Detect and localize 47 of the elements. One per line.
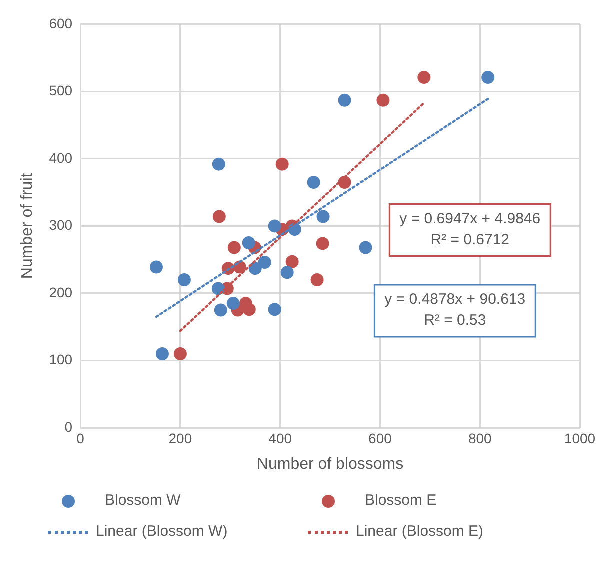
point xyxy=(286,255,299,268)
annotation: y = 0.6947x + 4.9846 R² = 0.6712 xyxy=(400,210,541,248)
point xyxy=(212,158,226,171)
y-tick-label: 100 xyxy=(49,352,73,368)
point xyxy=(280,266,294,280)
legend-label: Linear (Blossom W) xyxy=(96,523,228,540)
point xyxy=(156,348,169,361)
point xyxy=(174,348,187,361)
point xyxy=(307,176,320,189)
x-tick-label: 200 xyxy=(168,430,192,446)
point xyxy=(178,274,191,287)
point xyxy=(242,303,256,316)
y-tick-label: 400 xyxy=(49,150,73,166)
legend-label: Blossom E xyxy=(365,492,437,509)
point xyxy=(482,71,495,84)
point xyxy=(268,220,282,233)
legend-label: Blossom W xyxy=(105,492,181,509)
point xyxy=(316,237,330,250)
point xyxy=(212,210,226,224)
y-tick-label: 500 xyxy=(49,82,73,99)
point xyxy=(376,94,390,107)
x-axis-title: Number of blossoms xyxy=(256,456,404,473)
point xyxy=(150,260,163,274)
point xyxy=(276,158,289,171)
point xyxy=(226,297,240,310)
x-tick-label: 400 xyxy=(268,430,292,446)
point xyxy=(316,210,330,224)
point xyxy=(242,236,256,250)
legend-label: Linear (Blossom E) xyxy=(356,523,484,540)
annotation: y = 0.4878x + 90.613 R² = 0.53 xyxy=(384,291,526,330)
point xyxy=(418,71,431,84)
point xyxy=(359,241,372,254)
point xyxy=(268,303,282,316)
point xyxy=(310,274,324,287)
x-tick-label: 1000 xyxy=(564,430,596,446)
y-axis-title: Number of fruit xyxy=(19,172,36,280)
y-tick-label: 300 xyxy=(49,217,73,234)
y-tick-label: 200 xyxy=(49,284,73,300)
y-tick-label: 0 xyxy=(64,418,73,435)
y-tick-label: 600 xyxy=(49,15,73,32)
x-tick-label: 600 xyxy=(368,430,392,446)
x-tick-label: 0 xyxy=(76,430,85,446)
point xyxy=(338,94,352,107)
point xyxy=(228,241,241,254)
point xyxy=(214,304,228,317)
point xyxy=(258,256,272,270)
x-tick-label: 800 xyxy=(468,430,492,446)
